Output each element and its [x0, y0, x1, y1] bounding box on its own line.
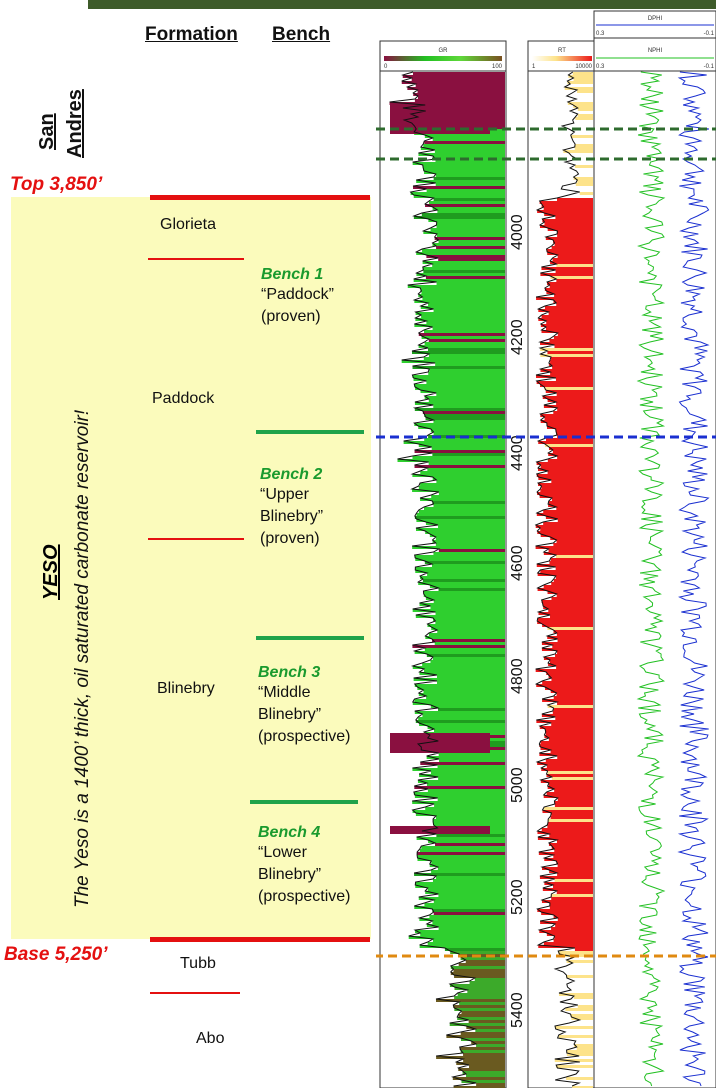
base-line [150, 937, 370, 942]
rt-track-name: RT [558, 48, 566, 54]
base-depth-label: Base 5,250’ [4, 944, 108, 965]
depth-tick-label: 4200 [509, 319, 526, 355]
dphi-name: DPHI [648, 16, 663, 22]
top-line [150, 195, 370, 200]
depth-tick-label: 4600 [509, 545, 526, 581]
header-bar [88, 0, 716, 9]
san-andres-label-1: San [36, 113, 58, 150]
formation-paddock: Paddock [152, 390, 215, 407]
bench-boundary-1 [256, 430, 364, 434]
depth-tick-label: 5400 [509, 992, 526, 1028]
depth-tick-label: 5200 [509, 879, 526, 915]
porosity-track-frame [593, 10, 716, 1088]
bench-3-line-3: (prospective) [258, 728, 351, 745]
bench-1-line-2: (proven) [261, 308, 321, 325]
bench-3: Bench 3 “Middle Blinebry” (prospective) [258, 664, 350, 748]
san-andres-label-2: Andres [64, 89, 86, 158]
bench-2: Bench 2 “Upper Blinebry” (proven) [260, 466, 323, 550]
bench-4-line-2: Blinebry” [258, 866, 322, 883]
gr-track-name: GR [439, 48, 449, 54]
gr-color-scale [384, 56, 502, 61]
bench-3-title: Bench 3 [258, 664, 321, 681]
depth-tick-label: 4000 [509, 214, 526, 250]
rt-color-scale [532, 56, 592, 61]
formation-blinebry: Blinebry [157, 680, 215, 697]
rt-curve-fill [534, 71, 593, 1088]
bench-2-line-1: “Upper [260, 486, 309, 503]
depth-tick-label: 4400 [509, 435, 526, 471]
formation-abo: Abo [196, 1030, 225, 1047]
gr-max: 100 [492, 64, 503, 70]
rt-min: 1 [532, 64, 536, 70]
bench-header: Bench [272, 24, 331, 45]
yeso-interval-box [11, 197, 371, 939]
bench-boundary-2 [256, 636, 364, 640]
bench-1-line-1: “Paddock” [261, 286, 334, 303]
formation-glorieta: Glorieta [160, 216, 217, 233]
dphi-right: -0.1 [704, 31, 715, 37]
rt-max: 10000 [575, 64, 592, 70]
nphi-right: -0.1 [704, 64, 715, 70]
yeso-caption: The Yeso is a 1400’ thick, oil saturated… [72, 409, 93, 908]
yeso-title: YESO [40, 544, 62, 600]
bench-4-line-3: (prospective) [258, 888, 351, 905]
nphi-name: NPHI [648, 48, 663, 54]
bench-1-title: Bench 1 [261, 266, 324, 283]
bench-1: Bench 1 “Paddock” (proven) [261, 266, 334, 328]
bench-2-line-3: (proven) [260, 530, 320, 547]
bench-4-line-1: “Lower [258, 844, 307, 861]
bench-2-line-2: Blinebry” [260, 508, 324, 525]
nphi-left: 0.3 [596, 64, 605, 70]
glorieta-boundary [148, 258, 244, 260]
formation-tubb: Tubb [180, 955, 216, 972]
paddock-boundary [148, 538, 244, 540]
top-depth-label: Top 3,850’ [10, 174, 103, 195]
gr-curve-fill [389, 71, 505, 1088]
depth-ticks: 4000 4200 4400 4600 4800 5000 5200 5400 [509, 214, 526, 1028]
bench-boundary-3 [250, 800, 358, 804]
tubb-boundary [150, 992, 240, 994]
bench-3-line-2: Blinebry” [258, 706, 322, 723]
depth-tick-label: 5000 [509, 767, 526, 803]
bench-2-title: Bench 2 [260, 466, 323, 483]
formation-header: Formation [145, 24, 238, 45]
bench-4: Bench 4 “Lower Blinebry” (prospective) [258, 824, 350, 908]
well-log-panel: GR 0 100 RT 1 10000 DPHI 0.3 -0.1 NPHI 0… [376, 10, 716, 1088]
bench-4-title: Bench 4 [258, 824, 321, 841]
bench-3-line-1: “Middle [258, 684, 311, 701]
dphi-left: 0.3 [596, 31, 605, 37]
gr-min: 0 [384, 64, 388, 70]
porosity-curves [636, 71, 710, 1087]
depth-tick-label: 4800 [509, 658, 526, 694]
